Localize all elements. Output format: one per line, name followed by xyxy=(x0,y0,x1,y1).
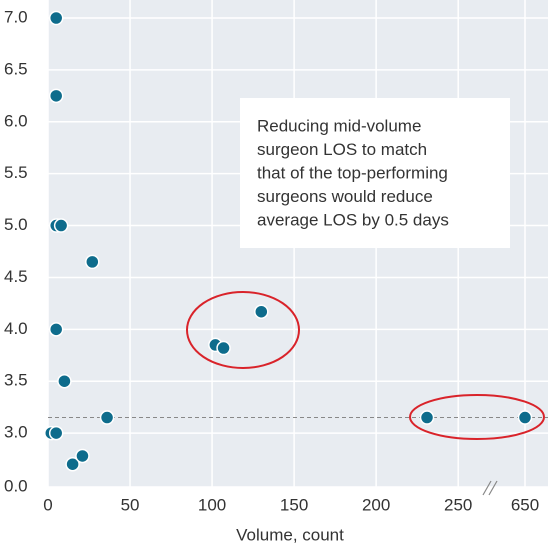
annotation-text: that of the top-performing xyxy=(257,163,448,182)
point xyxy=(75,448,90,464)
y-tick-label: 0.0 xyxy=(4,476,28,495)
x-tick-label: 100 xyxy=(198,495,226,514)
point xyxy=(419,410,435,425)
annotation-box xyxy=(240,98,510,248)
point xyxy=(216,340,231,356)
point xyxy=(517,410,533,425)
y-tick-label: 6.0 xyxy=(4,111,28,130)
x-tick-label: 50 xyxy=(121,495,140,514)
point xyxy=(254,304,269,319)
annotation-text: surgeon LOS to match xyxy=(257,140,427,159)
y-tick-label: 3.0 xyxy=(4,423,28,442)
y-tick-label: 6.5 xyxy=(4,59,28,78)
y-tick-label: 5.0 xyxy=(4,215,28,234)
y-tick-label: 5.5 xyxy=(4,163,28,182)
y-tick-label: 7.0 xyxy=(4,7,28,26)
x-axis-label: Volume, count xyxy=(236,525,344,544)
point xyxy=(48,88,64,104)
point xyxy=(48,322,64,337)
point xyxy=(48,10,64,26)
annotation-text: average LOS by 0.5 days xyxy=(257,210,449,229)
x-tick-label: 250 xyxy=(444,495,472,514)
x-tick-label: 150 xyxy=(280,495,308,514)
annotation-text: Reducing mid-volume xyxy=(257,116,421,135)
point xyxy=(85,254,100,270)
highlight-ellipse xyxy=(409,394,545,440)
y-tick-label: 4.5 xyxy=(4,267,28,286)
point xyxy=(65,456,80,472)
annotation-text: surgeons would reduce xyxy=(257,187,433,206)
axis-break xyxy=(482,480,498,496)
x-tick-label: 0 xyxy=(43,495,52,514)
y-tick-label: 3.5 xyxy=(4,371,28,390)
x-tick-label: 650 xyxy=(511,495,539,514)
point xyxy=(48,425,64,441)
point xyxy=(53,218,69,233)
highlight-ellipse xyxy=(186,291,300,369)
x-tick-label: 200 xyxy=(362,495,390,514)
y-tick-label: 4.0 xyxy=(4,319,28,338)
point xyxy=(99,410,115,425)
point xyxy=(57,373,72,389)
